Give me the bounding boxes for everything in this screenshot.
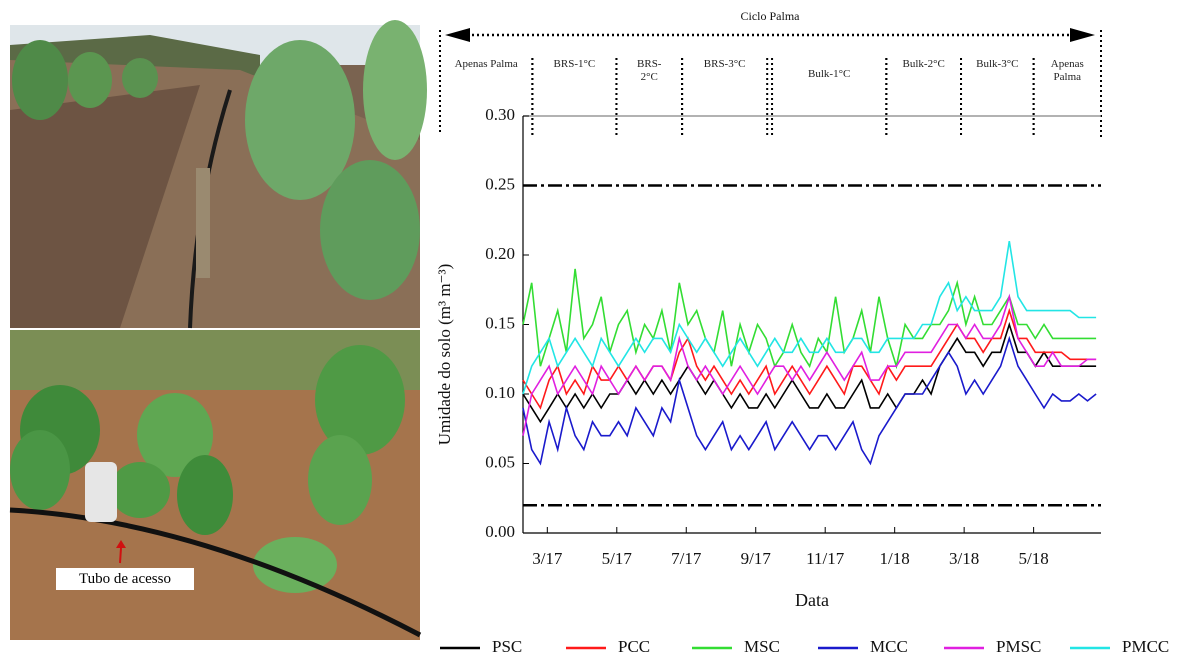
x-tick-label: 1/18 — [880, 549, 910, 568]
period-label: Apenas Palma — [1034, 58, 1101, 84]
chart: Ciclo Palma 0.00 0.05 0.10 0.15 0.20 0.25 0.30… — [0, 0, 1201, 656]
y-tick-label: 0.10 — [485, 383, 515, 402]
arrow-head — [445, 28, 470, 42]
photo-label: Tubo de acesso — [56, 568, 194, 590]
period-label: BRS-3°C — [682, 58, 767, 71]
photo-bottom — [10, 330, 420, 640]
y-tick-label: 0.05 — [485, 452, 515, 471]
photo-top — [10, 20, 427, 328]
legend-label: PMSC — [996, 637, 1041, 656]
legend-label: PCC — [618, 637, 650, 656]
x-tick-label: 9/17 — [741, 549, 772, 568]
y-axis-label: Umidade do solo (m³ m⁻³) — [435, 264, 454, 446]
series-line — [523, 241, 1096, 394]
x-axis-label: Data — [795, 590, 829, 610]
period-label: Bulk-3°C — [961, 58, 1034, 71]
y-tick-label: 0.25 — [485, 174, 515, 193]
period-label: Apenas Palma — [440, 58, 532, 71]
series-line — [523, 338, 1096, 463]
x-tick-label: 3/18 — [949, 549, 979, 568]
legend-label: MCC — [870, 637, 908, 656]
period-header: Ciclo Palma — [445, 9, 1095, 42]
x-tick-label: 11/17 — [806, 549, 845, 568]
x-tick-label: 5/17 — [602, 549, 633, 568]
x-tick-label: 7/17 — [671, 549, 702, 568]
period-label: BRS-1°C — [532, 58, 616, 71]
period-label: Bulk-2°C — [886, 58, 961, 71]
y-tick-label: 0.15 — [485, 313, 515, 332]
y-tick-label: 0.20 — [485, 244, 515, 263]
period-label: Bulk-1°C — [772, 68, 886, 81]
arrow-head — [1070, 28, 1095, 42]
x-tick-label: 3/17 — [532, 549, 563, 568]
legend-label: PSC — [492, 637, 522, 656]
legend-label: MSC — [744, 637, 780, 656]
page: Ciclo Palma 0.00 0.05 0.10 0.15 0.20 0.25 0.30… — [0, 0, 1201, 656]
header-title: Ciclo Palma — [741, 9, 801, 23]
legend-label: PMCC — [1122, 637, 1169, 656]
y-tick-label: 0.00 — [485, 522, 515, 541]
period-label: BRS-2°C — [616, 58, 682, 84]
y-tick-label: 0.30 — [485, 105, 515, 124]
x-tick-label: 5/18 — [1018, 549, 1048, 568]
